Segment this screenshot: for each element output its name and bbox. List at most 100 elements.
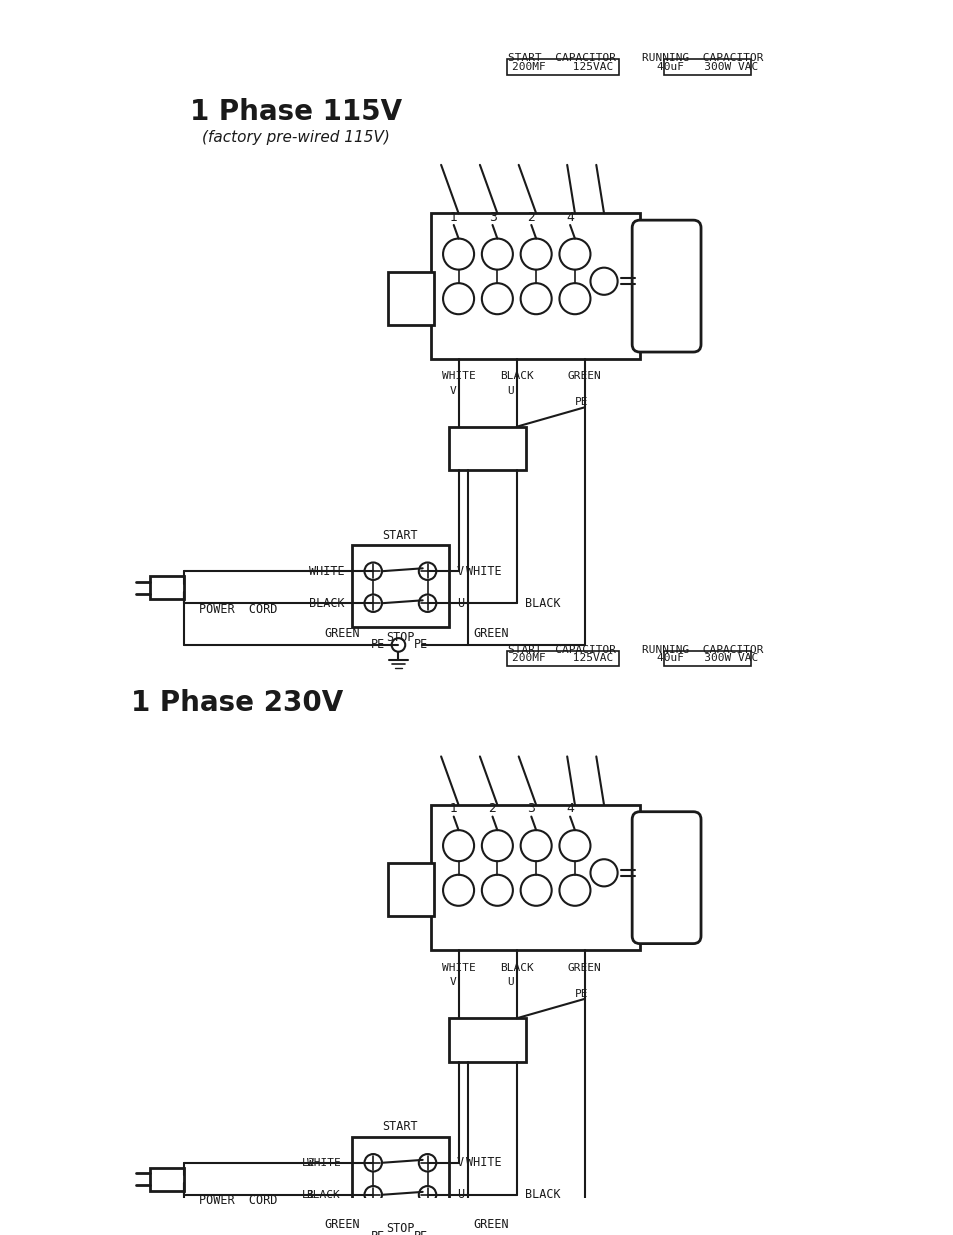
Text: V: V: [449, 977, 456, 988]
Bar: [507, 59, 618, 74]
Circle shape: [418, 594, 436, 611]
Text: 4: 4: [565, 803, 574, 815]
Text: V: V: [449, 385, 456, 396]
Circle shape: [481, 874, 513, 905]
Text: 1 Phase 230V: 1 Phase 230V: [132, 689, 343, 718]
Circle shape: [364, 562, 381, 580]
Text: PE: PE: [414, 1230, 428, 1235]
Text: U: U: [507, 385, 514, 396]
Text: START  CAPACITOR: START CAPACITOR: [508, 645, 616, 655]
Bar: [663, 651, 751, 666]
Text: PE: PE: [370, 638, 384, 651]
Circle shape: [418, 1186, 436, 1204]
Circle shape: [442, 283, 474, 314]
Circle shape: [418, 1153, 436, 1172]
Text: WHITE: WHITE: [306, 1157, 340, 1168]
Circle shape: [558, 238, 590, 269]
Text: GREEN: GREEN: [473, 1219, 508, 1231]
Circle shape: [520, 874, 551, 905]
Text: BLACK: BLACK: [524, 1188, 559, 1202]
Bar: [431, 805, 639, 951]
FancyBboxPatch shape: [632, 811, 700, 944]
Text: WHITE: WHITE: [441, 963, 475, 973]
Text: 40uF   300W VAC: 40uF 300W VAC: [657, 653, 758, 663]
Text: WHITE: WHITE: [308, 564, 344, 578]
Text: 4: 4: [565, 211, 574, 224]
Circle shape: [481, 283, 513, 314]
Circle shape: [590, 268, 617, 295]
Text: U: U: [456, 597, 463, 610]
Circle shape: [520, 238, 551, 269]
Circle shape: [558, 874, 590, 905]
Bar: [449, 1019, 526, 1062]
Text: 2: 2: [488, 803, 496, 815]
Circle shape: [520, 830, 551, 861]
Text: PE: PE: [414, 638, 428, 651]
Circle shape: [442, 238, 474, 269]
Text: RUNNING  CAPACITOR: RUNNING CAPACITOR: [641, 645, 763, 655]
Text: 200MF    125VAC: 200MF 125VAC: [511, 62, 613, 72]
Text: RUNNING  CAPACITOR: RUNNING CAPACITOR: [641, 53, 763, 63]
Bar: [663, 59, 751, 74]
Text: GREEN: GREEN: [473, 627, 508, 640]
Text: WHITE: WHITE: [466, 1156, 501, 1170]
Text: 3: 3: [527, 803, 535, 815]
Text: POWER  CORD: POWER CORD: [198, 603, 276, 615]
Text: 1: 1: [449, 211, 457, 224]
Bar: [507, 651, 618, 666]
Circle shape: [558, 283, 590, 314]
Text: WHITE: WHITE: [466, 564, 501, 578]
Bar: [449, 427, 526, 471]
Text: PE: PE: [575, 989, 588, 999]
Bar: [352, 1136, 449, 1219]
Circle shape: [520, 283, 551, 314]
Text: PE: PE: [575, 398, 588, 408]
Text: PE: PE: [370, 1230, 384, 1235]
Text: 2: 2: [527, 211, 535, 224]
Text: L1: L1: [301, 1189, 314, 1199]
Text: BLACK: BLACK: [499, 372, 533, 382]
Text: STOP: STOP: [386, 1223, 415, 1235]
Circle shape: [442, 874, 474, 905]
Circle shape: [590, 860, 617, 887]
Circle shape: [392, 1230, 405, 1235]
Text: BLACK: BLACK: [306, 1189, 340, 1199]
Circle shape: [481, 238, 513, 269]
Text: L2: L2: [301, 1157, 314, 1168]
Text: GREEN: GREEN: [567, 372, 601, 382]
Circle shape: [442, 830, 474, 861]
Text: START: START: [382, 1120, 417, 1134]
Text: U: U: [456, 1188, 463, 1202]
Text: V: V: [456, 564, 463, 578]
Circle shape: [364, 594, 381, 611]
Text: U: U: [507, 977, 514, 988]
Circle shape: [364, 1153, 381, 1172]
Circle shape: [392, 638, 405, 652]
Text: V: V: [456, 1156, 463, 1170]
Text: GREEN: GREEN: [324, 1219, 359, 1231]
Text: BLACK: BLACK: [308, 597, 344, 610]
FancyBboxPatch shape: [632, 220, 700, 352]
Text: STOP: STOP: [386, 631, 415, 643]
Circle shape: [364, 1186, 381, 1204]
Text: POWER  CORD: POWER CORD: [198, 1194, 276, 1207]
Text: 1 Phase 115V: 1 Phase 115V: [190, 98, 401, 126]
Text: 40uF   300W VAC: 40uF 300W VAC: [657, 62, 758, 72]
Circle shape: [481, 830, 513, 861]
Circle shape: [558, 830, 590, 861]
Text: 200MF    125VAC: 200MF 125VAC: [511, 653, 613, 663]
Text: (factory pre-wired 115V): (factory pre-wired 115V): [201, 130, 389, 146]
Text: START: START: [382, 529, 417, 542]
Bar: [431, 214, 639, 359]
Text: BLACK: BLACK: [524, 597, 559, 610]
Circle shape: [418, 562, 436, 580]
Bar: [387, 863, 434, 916]
Bar: [352, 545, 449, 627]
Text: GREEN: GREEN: [324, 627, 359, 640]
Text: START  CAPACITOR: START CAPACITOR: [508, 53, 616, 63]
Text: 1: 1: [449, 803, 457, 815]
Text: WHITE: WHITE: [441, 372, 475, 382]
Text: GREEN: GREEN: [567, 963, 601, 973]
Bar: [150, 1167, 184, 1191]
Bar: [150, 576, 184, 599]
